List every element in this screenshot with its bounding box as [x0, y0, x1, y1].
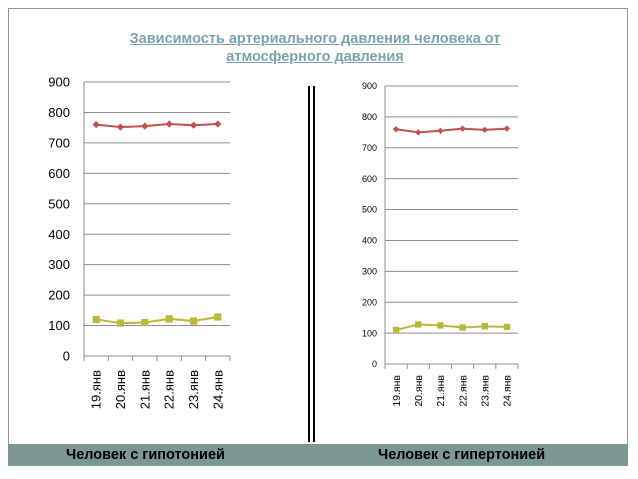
data-point-marker: [214, 120, 222, 128]
data-point-marker: [141, 318, 149, 327]
x-tick-label: 23.янв: [186, 370, 201, 409]
data-point-marker: [503, 125, 511, 132]
y-tick-label: 700: [48, 135, 70, 150]
series-line: [395, 323, 507, 331]
y-tick-label: 300: [362, 266, 377, 276]
y-tick-label: 400: [48, 227, 70, 242]
series-line: [96, 123, 218, 129]
y-tick-label: 900: [48, 75, 70, 90]
data-point-marker: [481, 323, 488, 330]
footer-label-hypertonia: Человек с гипертонией: [378, 447, 546, 463]
data-point-marker: [214, 313, 222, 321]
data-point-marker: [392, 126, 400, 133]
x-tick-label: 19.янв: [89, 370, 104, 409]
x-tick-label: 21.янв: [435, 375, 447, 407]
data-point-marker: [459, 125, 466, 132]
y-tick-label: 200: [48, 288, 70, 303]
x-tick-label: 22.янв: [457, 375, 469, 407]
data-point-marker: [116, 319, 125, 327]
footer-label-hypotonia: Человек с гипотонией: [66, 447, 225, 463]
series-line: [96, 316, 218, 325]
data-point-marker: [437, 322, 444, 329]
y-tick-label: 800: [362, 112, 377, 122]
series-line: [395, 127, 507, 134]
data-point-marker: [415, 321, 422, 328]
data-point-marker: [189, 317, 198, 325]
y-tick-label: 600: [48, 166, 70, 181]
y-tick-label: 200: [362, 297, 377, 307]
data-point-marker: [437, 127, 444, 134]
x-tick-label: 21.янв: [137, 370, 152, 409]
y-tick-label: 600: [362, 174, 377, 184]
x-tick-label: 23.янв: [479, 375, 491, 407]
data-point-marker: [415, 129, 422, 136]
data-point-marker: [189, 121, 198, 129]
y-tick-label: 0: [372, 359, 377, 369]
data-point-marker: [165, 120, 173, 128]
divider-line: [313, 86, 315, 442]
data-point-marker: [165, 315, 173, 323]
y-tick-label: 0: [63, 349, 70, 364]
data-point-marker: [503, 323, 511, 331]
y-tick-label: 100: [48, 318, 70, 333]
y-tick-label: 700: [362, 143, 377, 153]
data-point-marker: [459, 324, 466, 331]
x-tick-label: 22.янв: [162, 370, 177, 409]
y-tick-label: 500: [362, 205, 377, 215]
slide-title: Зависимость артериального давления челов…: [129, 31, 501, 65]
y-tick-label: 500: [48, 196, 70, 211]
x-tick-label: 24.янв: [210, 370, 225, 409]
divider-line: [308, 86, 310, 442]
x-tick-label: 20.янв: [113, 370, 128, 409]
y-tick-label: 800: [48, 105, 70, 120]
x-tick-label: 20.янв: [413, 375, 425, 407]
data-point-marker: [392, 326, 400, 334]
x-tick-label: 24.янв: [502, 375, 514, 407]
y-tick-label: 400: [362, 236, 377, 246]
y-tick-label: 900: [362, 81, 377, 91]
data-point-marker: [92, 315, 100, 324]
data-point-marker: [481, 126, 488, 134]
footer-bar: Человек с гипотонией Человек с гипертони…: [8, 444, 628, 466]
y-tick-label: 100: [362, 328, 377, 338]
x-tick-label: 19.янв: [391, 375, 403, 407]
data-point-marker: [141, 122, 149, 130]
y-tick-label: 300: [48, 257, 70, 272]
data-point-marker: [92, 121, 100, 129]
data-point-marker: [116, 123, 125, 131]
